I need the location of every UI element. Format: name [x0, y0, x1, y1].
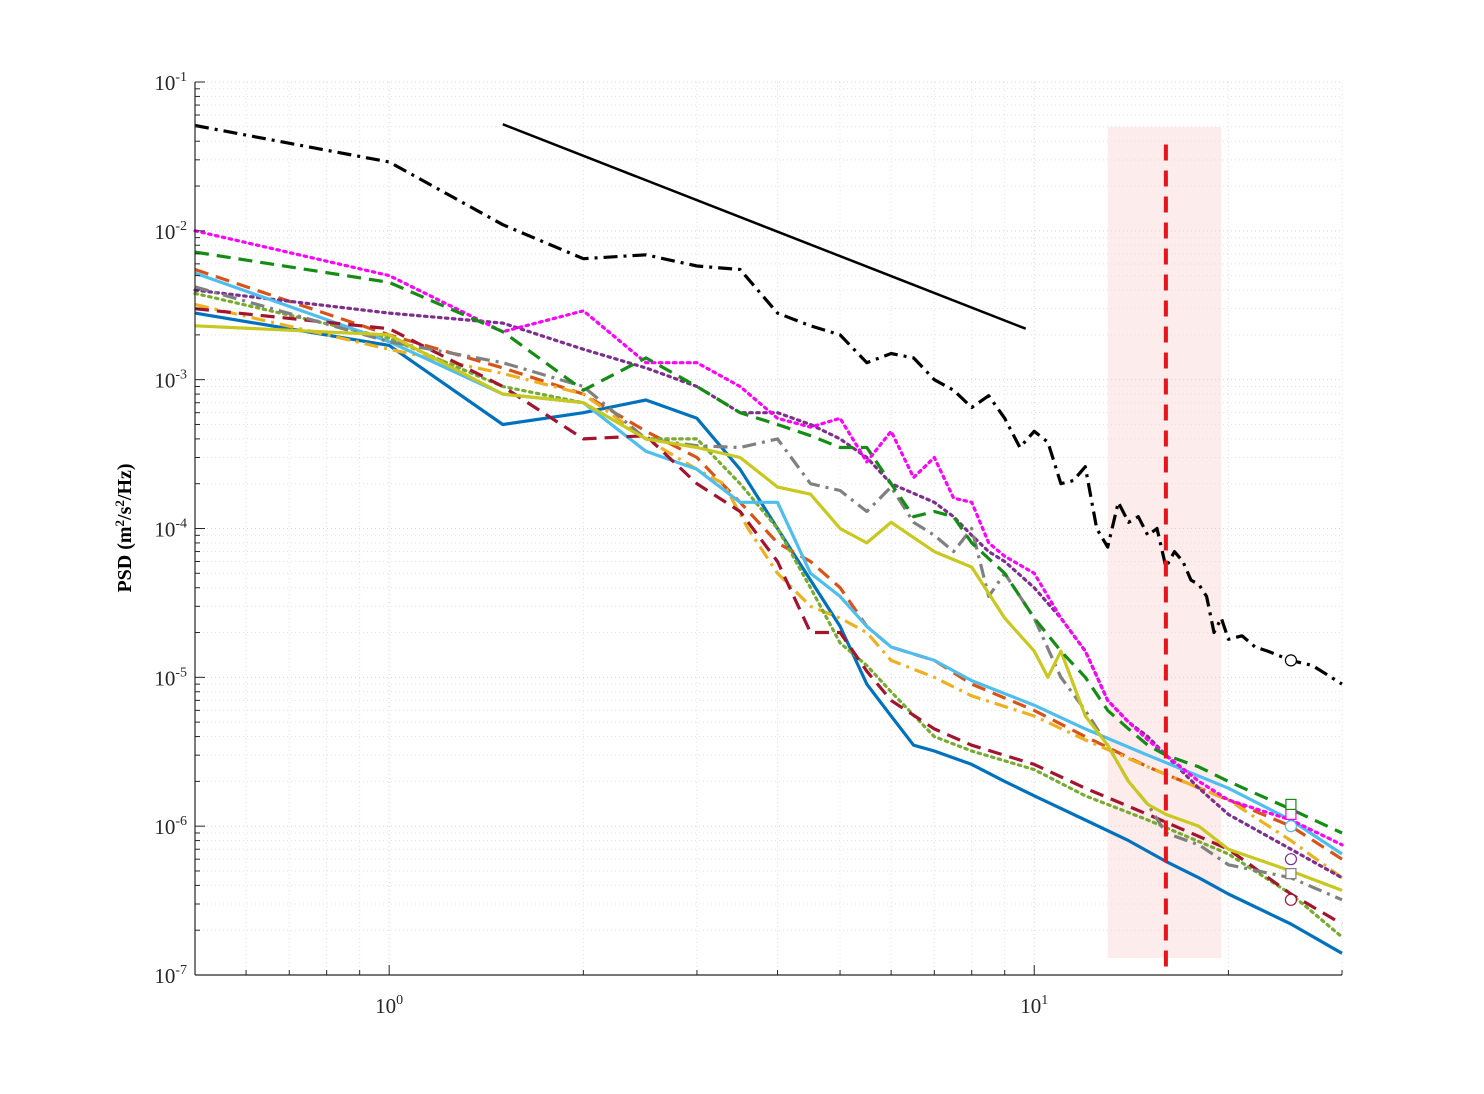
- series-line-12: [194, 250, 1343, 835]
- grid-layer: [194, 81, 1343, 976]
- series-marker-10: [1285, 868, 1297, 880]
- series-line-8: [194, 307, 1343, 926]
- series-marker-1: [1284, 654, 1298, 667]
- y-tick-label: 10-4: [154, 517, 187, 542]
- series-marker-12: [1285, 798, 1297, 811]
- reference-slope-line: [502, 123, 1027, 330]
- tick-label-layer: 100 101 10-7 10-6 10-5 10-4 10-3 10-2 10-1: [154, 70, 1048, 1018]
- series-line-10: [194, 285, 1343, 902]
- series-marker-9: [1285, 808, 1297, 820]
- overlay-layer: [502, 123, 1168, 975]
- y-tick-label: 10-7: [154, 963, 187, 988]
- series-line-2: [194, 311, 1343, 955]
- y-axis-label: PSD (m2/s2/Hz): [112, 463, 137, 592]
- x-tick-label: 100: [375, 993, 403, 1018]
- y-tick-label: 10-2: [154, 219, 187, 244]
- series-layer: [193, 123, 1344, 955]
- series-line-1: [194, 123, 1343, 686]
- y-tick-label: 10-3: [154, 368, 187, 393]
- x-tick-label: 101: [1020, 993, 1048, 1018]
- series-marker-7: [1284, 820, 1298, 833]
- series-line-9: [193, 229, 1344, 847]
- y-tick-label: 10-5: [154, 665, 187, 690]
- y-tick-label: 10-6: [154, 814, 187, 839]
- axes-layer: [194, 81, 1343, 976]
- series-line-7: [194, 271, 1343, 856]
- series-marker-8: [1284, 893, 1298, 906]
- series-marker-5: [1284, 853, 1298, 866]
- series-line-11: [194, 324, 1343, 892]
- y-tick-label: 10-1: [154, 70, 187, 95]
